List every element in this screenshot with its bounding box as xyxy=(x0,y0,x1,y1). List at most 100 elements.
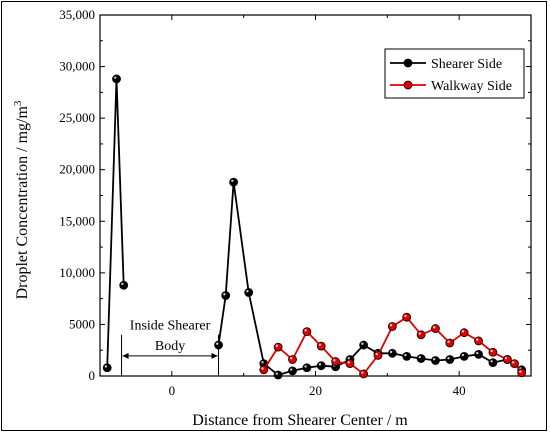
series-marker xyxy=(331,357,341,366)
series-marker xyxy=(112,74,121,84)
series-marker-highlight xyxy=(375,352,378,356)
series-marker-highlight xyxy=(304,365,307,368)
y-axis-title-text: Droplet Concentration / mg/m xyxy=(14,106,31,300)
legend-marker xyxy=(403,80,413,90)
y-axis-title: Droplet Concentration / mg/m3 xyxy=(12,100,31,299)
x-tick-label: 20 xyxy=(309,383,322,398)
series-marker xyxy=(288,355,297,364)
x-axis-title: Distance from Shearer Center / m xyxy=(192,412,408,429)
y-axis-title-superscript: 3 xyxy=(12,100,24,106)
legend: Shearer Side Walkway Side xyxy=(384,48,525,99)
annotation-label-line2: Body xyxy=(155,339,185,354)
series-marker xyxy=(459,352,469,361)
series-marker-highlight xyxy=(104,365,108,368)
series-1 xyxy=(259,312,527,379)
series-marker xyxy=(502,355,512,364)
x-axis: 0 20 40 xyxy=(99,15,532,398)
series-marker-highlight xyxy=(114,76,117,79)
series-marker xyxy=(316,341,326,351)
series-marker-highlight xyxy=(347,361,350,364)
legend-box xyxy=(384,48,525,99)
series-marker xyxy=(459,328,469,338)
series-marker xyxy=(387,322,397,331)
series-marker xyxy=(474,336,483,346)
annotation-arrow-head-left xyxy=(122,352,129,359)
series-marker xyxy=(402,352,412,361)
series-line xyxy=(217,181,523,376)
legend-marker xyxy=(403,58,413,68)
y-tick-label: 5000 xyxy=(69,316,95,331)
y-axis: 0 5000 10,000 15,000 20,000 25,000 30,000 35,00… xyxy=(59,7,531,383)
y-tick-label: 0 xyxy=(89,368,96,383)
series-marker xyxy=(402,312,412,322)
series-marker xyxy=(488,347,498,357)
y-tick-label: 25,000 xyxy=(59,110,95,125)
series-marker-highlight xyxy=(389,350,393,354)
y-tick-label: 10,000 xyxy=(59,265,95,280)
series-marker xyxy=(302,363,312,373)
annotation-label-line1: Inside Shearer xyxy=(130,319,211,334)
series-line xyxy=(106,78,125,368)
y-tick-label: 30,000 xyxy=(59,59,95,74)
series-marker xyxy=(359,340,369,350)
series-marker xyxy=(474,349,483,359)
series-marker-highlight xyxy=(490,360,493,363)
series-marker xyxy=(387,348,397,358)
series-marker-highlight xyxy=(418,332,421,335)
series-marker xyxy=(273,370,283,380)
series-marker xyxy=(316,361,326,371)
series-marker xyxy=(445,338,455,348)
series-marker-highlight xyxy=(318,363,322,366)
series-marker-highlight xyxy=(290,356,293,360)
series-marker xyxy=(488,358,498,367)
series-marker-highlight xyxy=(261,361,264,364)
legend-label: Walkway Side xyxy=(431,79,512,94)
series-marker-highlight xyxy=(447,356,450,360)
series-marker xyxy=(416,330,426,340)
series-marker-highlight xyxy=(511,361,515,364)
series-marker xyxy=(259,365,269,375)
series-marker xyxy=(517,368,527,378)
series-marker xyxy=(221,291,231,300)
series-marker-highlight xyxy=(404,353,407,357)
series-marker-highlight xyxy=(290,368,293,371)
series-marker-highlight xyxy=(476,338,479,341)
series-marker-highlight xyxy=(121,282,124,286)
series-marker-highlight xyxy=(216,342,219,345)
series-marker xyxy=(273,342,283,352)
series-marker xyxy=(229,177,239,187)
series-layer xyxy=(102,74,527,380)
series-marker xyxy=(431,324,440,333)
series-marker xyxy=(510,359,519,369)
series-marker-highlight xyxy=(447,340,450,343)
series-marker xyxy=(373,350,383,360)
series-marker-highlight xyxy=(333,359,336,362)
series-marker-highlight xyxy=(361,371,364,374)
series-marker-highlight xyxy=(404,314,407,318)
series-marker-highlight xyxy=(490,349,493,353)
x-tick-label: 40 xyxy=(453,383,466,398)
annotation-arrow-head-right xyxy=(211,352,218,359)
series-marker-highlight xyxy=(223,293,226,296)
series-marker-highlight xyxy=(304,329,307,332)
series-marker-highlight xyxy=(476,351,479,355)
series-marker-highlight xyxy=(461,330,465,333)
legend-label: Shearer Side xyxy=(431,57,502,72)
inside-shearer-annotation: Inside Shearer Body xyxy=(121,319,220,376)
series-marker xyxy=(288,366,297,376)
x-tick-label: 0 xyxy=(169,383,176,398)
series-marker xyxy=(214,340,223,350)
series-marker-highlight xyxy=(519,370,522,373)
y-tick-label: 15,000 xyxy=(59,213,95,228)
series-marker-highlight xyxy=(461,353,465,357)
series-marker-highlight xyxy=(432,358,436,361)
series-marker xyxy=(244,288,254,297)
series-marker-highlight xyxy=(246,289,249,293)
series-marker-highlight xyxy=(504,356,508,360)
series-marker-highlight xyxy=(231,179,234,182)
series-marker xyxy=(102,363,112,373)
series-marker xyxy=(119,280,129,290)
series-marker-highlight xyxy=(432,326,436,329)
